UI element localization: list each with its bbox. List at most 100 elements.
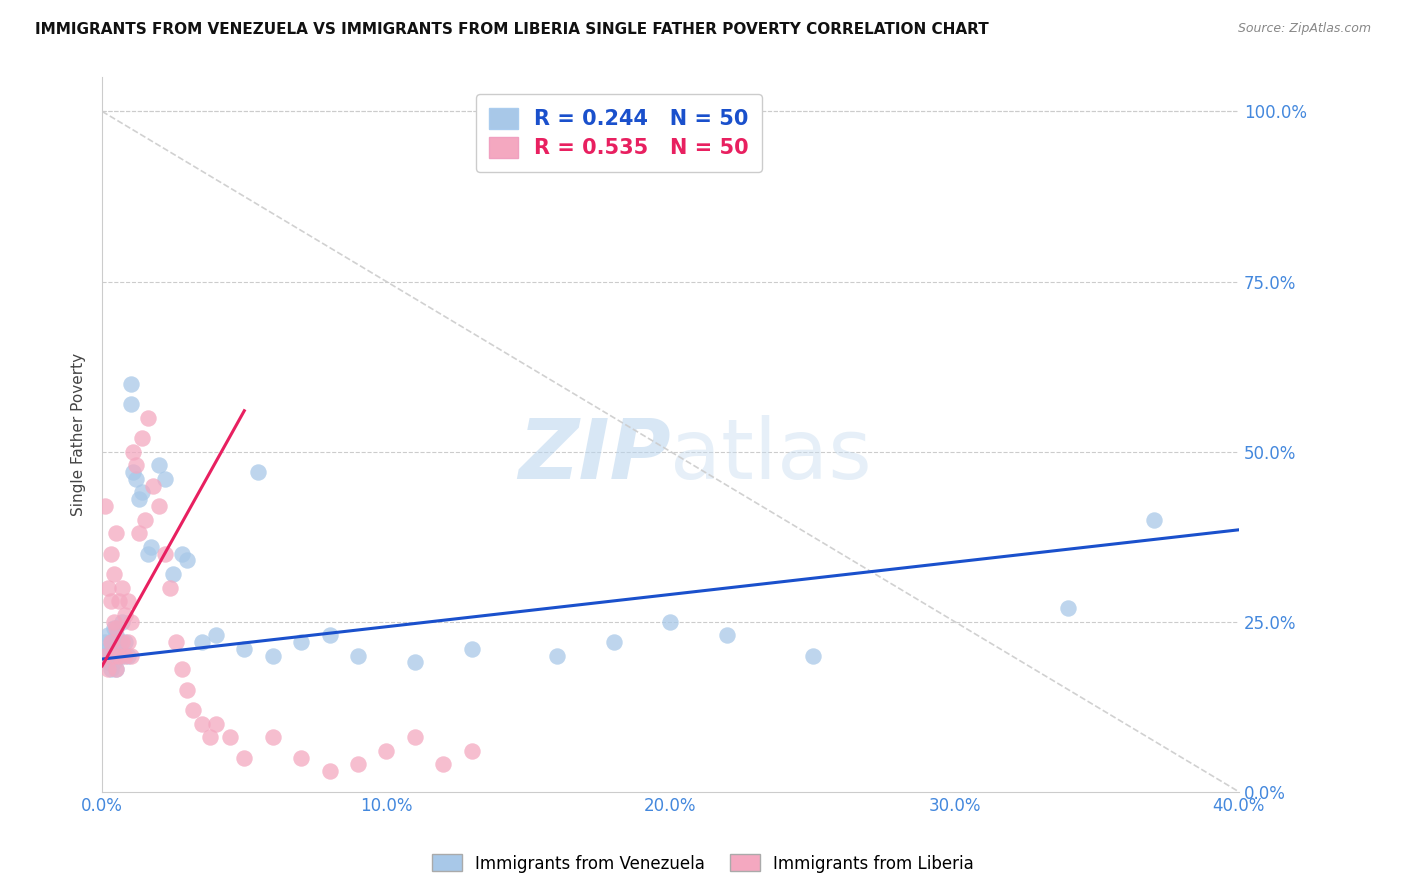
Point <box>801 648 824 663</box>
Point <box>105 648 128 663</box>
Point <box>460 641 482 656</box>
Point <box>1142 513 1164 527</box>
Point <box>105 628 128 642</box>
Point <box>125 458 148 473</box>
Point <box>114 648 136 663</box>
Point <box>205 628 228 642</box>
Y-axis label: Single Father Poverty: Single Father Poverty <box>72 353 86 516</box>
Point <box>114 607 136 622</box>
Point <box>108 635 131 649</box>
Point <box>120 615 142 629</box>
Point <box>142 478 165 492</box>
Point <box>108 594 131 608</box>
Point <box>103 641 125 656</box>
Point <box>94 499 117 513</box>
Text: IMMIGRANTS FROM VENEZUELA VS IMMIGRANTS FROM LIBERIA SINGLE FATHER POVERTY CORRE: IMMIGRANTS FROM VENEZUELA VS IMMIGRANTS … <box>35 22 988 37</box>
Point <box>100 662 122 676</box>
Point <box>347 757 370 772</box>
Point <box>103 567 125 582</box>
Point <box>131 485 153 500</box>
Point <box>432 757 454 772</box>
Point <box>117 635 139 649</box>
Point <box>94 635 117 649</box>
Point <box>111 615 134 629</box>
Point <box>122 444 145 458</box>
Point <box>162 567 184 582</box>
Point <box>404 656 426 670</box>
Point <box>148 499 170 513</box>
Point <box>94 648 117 663</box>
Legend: R = 0.244   N = 50, R = 0.535   N = 50: R = 0.244 N = 50, R = 0.535 N = 50 <box>475 95 762 171</box>
Point <box>139 540 162 554</box>
Point <box>190 716 212 731</box>
Point <box>148 458 170 473</box>
Point <box>170 662 193 676</box>
Point <box>659 615 682 629</box>
Point <box>97 656 120 670</box>
Text: Source: ZipAtlas.com: Source: ZipAtlas.com <box>1237 22 1371 36</box>
Point <box>120 648 142 663</box>
Point <box>131 431 153 445</box>
Point <box>105 526 128 541</box>
Point <box>103 648 125 663</box>
Point <box>205 716 228 731</box>
Point <box>176 553 198 567</box>
Point <box>103 622 125 636</box>
Point <box>716 628 738 642</box>
Point <box>460 744 482 758</box>
Point <box>181 703 204 717</box>
Point <box>404 731 426 745</box>
Point <box>165 635 187 649</box>
Point <box>120 397 142 411</box>
Text: ZIP: ZIP <box>517 416 671 497</box>
Point <box>128 526 150 541</box>
Point <box>97 581 120 595</box>
Point <box>128 492 150 507</box>
Point <box>602 635 624 649</box>
Point <box>233 750 256 764</box>
Point <box>290 635 312 649</box>
Point <box>318 764 340 779</box>
Point <box>546 648 568 663</box>
Point <box>100 594 122 608</box>
Point <box>219 731 242 745</box>
Point <box>100 635 122 649</box>
Point <box>105 622 128 636</box>
Point <box>318 628 340 642</box>
Point <box>105 662 128 676</box>
Point <box>122 465 145 479</box>
Point <box>111 581 134 595</box>
Point <box>108 648 131 663</box>
Point <box>117 648 139 663</box>
Point <box>176 682 198 697</box>
Point <box>120 376 142 391</box>
Point <box>97 662 120 676</box>
Point <box>134 513 156 527</box>
Point <box>117 594 139 608</box>
Point <box>153 547 176 561</box>
Point <box>136 410 159 425</box>
Point <box>100 635 122 649</box>
Point <box>111 635 134 649</box>
Point <box>290 750 312 764</box>
Point <box>136 547 159 561</box>
Point <box>153 472 176 486</box>
Point <box>103 656 125 670</box>
Point <box>100 547 122 561</box>
Point <box>114 635 136 649</box>
Point <box>247 465 270 479</box>
Point <box>100 648 122 663</box>
Point <box>125 472 148 486</box>
Point <box>97 641 120 656</box>
Point <box>198 731 221 745</box>
Point <box>262 648 284 663</box>
Point <box>108 641 131 656</box>
Point <box>94 648 117 663</box>
Point <box>170 547 193 561</box>
Point <box>159 581 181 595</box>
Point <box>262 731 284 745</box>
Point <box>190 635 212 649</box>
Text: atlas: atlas <box>671 416 872 497</box>
Point <box>97 628 120 642</box>
Point <box>347 648 370 663</box>
